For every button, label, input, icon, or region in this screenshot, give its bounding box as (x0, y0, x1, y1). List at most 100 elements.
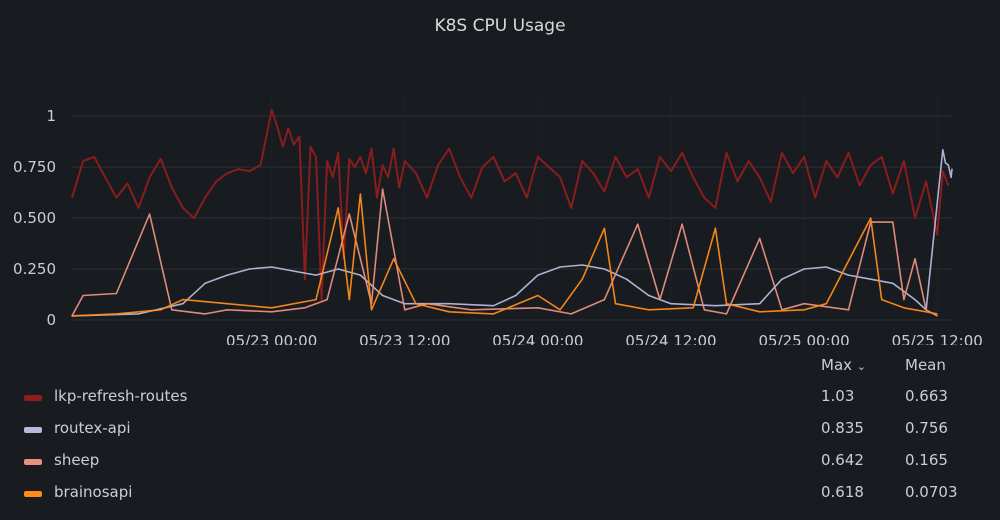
data-point (348, 158, 350, 160)
data-point (304, 307, 306, 309)
data-point (115, 313, 117, 315)
series-line-lkp-refresh-routes (71, 109, 950, 301)
legend-row[interactable]: routex-api 0.835 0.756 (0, 414, 1000, 446)
data-point (71, 197, 73, 199)
axes: 0 0.250 0.500 0.750 1 05/23 00:00 05/23 12:00 0… (13, 107, 983, 345)
data-point (448, 303, 450, 305)
data-point (304, 278, 306, 280)
data-point (448, 311, 450, 313)
legend-mean-value: 0.165 (905, 451, 948, 469)
legend-max-value: 0.618 (821, 483, 864, 501)
y-tick-label: 0 (46, 311, 56, 329)
data-point (648, 197, 650, 199)
data-point (825, 303, 827, 305)
data-point (950, 176, 952, 178)
data-point (559, 176, 561, 178)
data-point (282, 146, 284, 148)
data-point (947, 184, 949, 186)
legend-row[interactable]: brainosapi 0.618 0.0703 (0, 478, 1000, 510)
data-point (559, 309, 561, 311)
data-point (359, 156, 361, 158)
data-point (365, 172, 367, 174)
data-point (370, 148, 373, 150)
legend-row[interactable]: lkp-refresh-routes 1.03 0.663 (0, 382, 1000, 414)
legend-swatch (24, 491, 42, 497)
data-point (426, 303, 428, 305)
data-point (226, 274, 228, 276)
data-point (260, 164, 262, 166)
data-point (309, 146, 312, 148)
data-point (437, 164, 439, 166)
data-point (415, 172, 417, 174)
data-point (614, 156, 617, 158)
legend-mean-value: 0.0703 (905, 483, 958, 501)
legend-header-max[interactable]: Max ⌄ (821, 356, 866, 374)
data-point (703, 309, 705, 311)
data-point (160, 158, 162, 160)
data-point (714, 305, 717, 307)
data-point (947, 164, 949, 166)
data-point (470, 197, 472, 199)
data-point (359, 193, 361, 195)
data-point (659, 156, 661, 158)
data-point (570, 207, 572, 209)
data-point (193, 217, 195, 219)
data-point (603, 268, 606, 270)
data-point (481, 166, 483, 168)
data-point (748, 160, 750, 162)
data-point (814, 197, 816, 199)
legend-row[interactable]: sheep 0.642 0.165 (0, 446, 1000, 478)
data-point (792, 172, 794, 174)
data-point (382, 294, 384, 297)
data-point (387, 176, 389, 178)
data-point (293, 144, 295, 146)
data-point (925, 309, 927, 311)
data-point (354, 166, 356, 168)
data-point (859, 184, 861, 186)
data-point (226, 172, 228, 174)
series-line-sheep (71, 188, 938, 317)
x-tick-label: 05/24 00:00 (492, 332, 583, 345)
data-point (759, 311, 761, 313)
data-point (271, 307, 273, 309)
data-point (492, 313, 495, 315)
data-point (415, 303, 417, 305)
data-point (825, 160, 827, 162)
data-point (637, 223, 639, 225)
data-point (71, 315, 73, 317)
data-point (803, 156, 805, 158)
data-point (881, 156, 883, 158)
data-point (548, 166, 550, 168)
data-point (237, 168, 239, 170)
data-point (204, 282, 206, 284)
data-point (825, 266, 827, 268)
x-tick-label: 05/25 00:00 (758, 332, 849, 345)
data-point (759, 303, 761, 305)
data-point (725, 152, 728, 154)
data-point (648, 294, 650, 297)
data-point (326, 299, 328, 301)
legend-series-name: routex-api (54, 419, 131, 437)
data-point (138, 313, 140, 315)
legend-swatch (24, 395, 42, 401)
x-tick-label: 05/25 12:00 (892, 332, 983, 345)
data-point (515, 294, 517, 297)
data-point (298, 135, 300, 138)
data-point (115, 197, 117, 199)
data-point (870, 278, 872, 280)
legend-header-mean[interactable]: Mean (905, 356, 946, 374)
panel-title[interactable]: K8S CPU Usage (434, 16, 566, 36)
data-point (903, 299, 905, 301)
data-point (160, 309, 162, 311)
legend-mean-value: 0.663 (905, 387, 948, 405)
data-point (215, 180, 217, 182)
data-point (903, 307, 905, 309)
y-tick-label: 1 (46, 107, 56, 125)
data-point (382, 164, 384, 166)
data-point (870, 217, 872, 219)
data-point (614, 303, 617, 305)
data-point (592, 172, 594, 174)
plot-area[interactable]: 0 0.250 0.500 0.750 1 05/23 00:00 05/23 12:00 0… (0, 0, 1000, 345)
data-point (448, 148, 450, 150)
